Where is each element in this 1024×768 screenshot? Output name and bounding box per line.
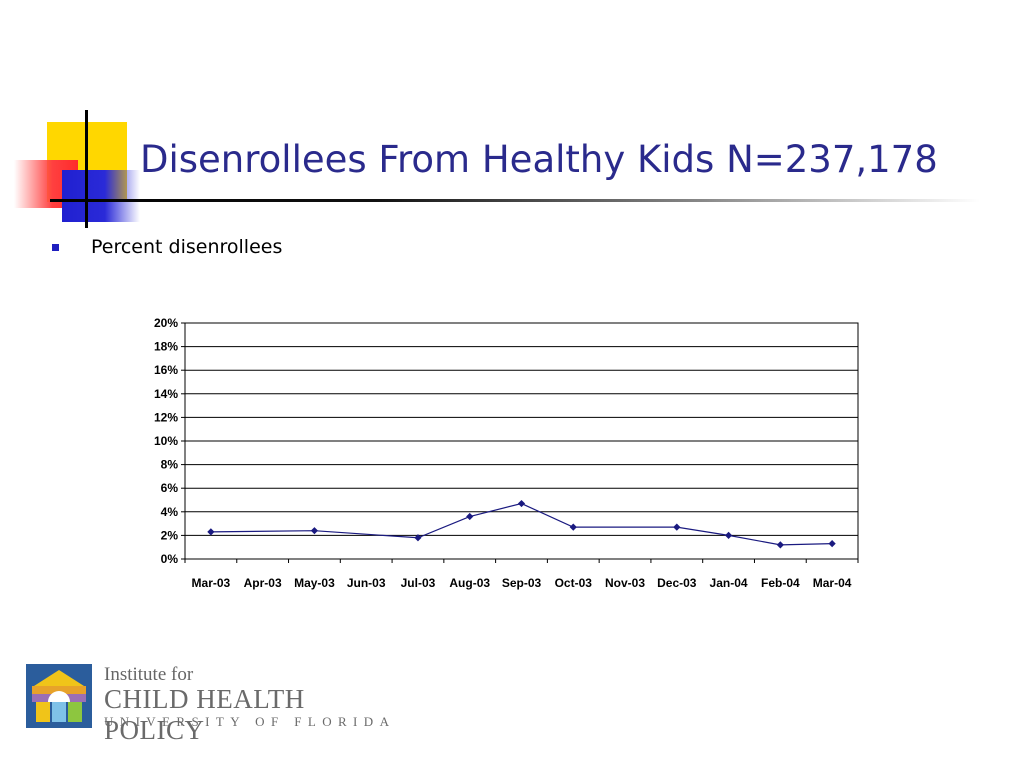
slide-title: Disenrollees From Healthy Kids N=237,178 [140,138,938,181]
y-tick-label: 10% [154,434,178,448]
data-point-marker [414,534,422,542]
y-tick-label: 18% [154,340,178,354]
bullet-text: Percent disenrollees [91,236,283,258]
x-tick-label: Aug-03 [449,576,490,590]
decor-vertical-line [85,110,88,228]
y-tick-label: 8% [161,458,179,472]
title-decoration [0,0,1024,240]
data-point-marker [673,523,681,531]
x-tick-label: Mar-04 [813,576,852,590]
logo-text-line1: Institute for [104,664,194,685]
logo-text-line2: CHILD HEALTH POLICY [104,684,305,745]
y-tick-label: 20% [154,316,178,330]
institute-logo: Institute for CHILD HEALTH POLICY UNIVER… [26,664,406,745]
bullet-item: Percent disenrollees [52,236,282,258]
x-tick-label: Oct-03 [555,576,593,590]
y-tick-label: 4% [161,505,179,519]
bullet-square-icon [52,243,59,251]
title-underline [50,199,980,202]
data-point-marker [569,523,577,531]
x-axis-ticks: Mar-03 Apr-03 May-03 Jun-03 Jul-03 Aug-03 Sep-… [184,559,859,590]
logo-text-line3: UNIVERSITY OF FLORIDA [104,714,396,729]
x-tick-label: Dec-03 [657,576,697,590]
y-axis-ticks: 0% 2% 4% 6% 8% 10% 12% 14% 16% 18% 20% [154,316,185,566]
y-tick-label: 6% [161,481,179,495]
x-tick-label: May-03 [294,576,335,590]
x-tick-label: Mar-03 [192,576,231,590]
x-tick-label: Jul-03 [401,576,436,590]
x-tick-label: Feb-04 [761,576,800,590]
y-tick-label: 14% [154,387,178,401]
decor-blue-square [62,170,140,222]
line-chart: 0% 2% 4% 6% 8% 10% 12% 14% 16% 18% 20% Mar-03 Apr-0… [154,316,859,590]
y-tick-label: 12% [154,410,178,424]
chart-gridlines [184,322,859,560]
x-tick-label: Nov-03 [605,576,645,590]
y-tick-label: 2% [161,528,179,542]
x-tick-label: Apr-03 [244,576,282,590]
schoolhouse-logo-icon [26,664,92,728]
x-tick-label: Sep-03 [502,576,542,590]
x-tick-label: Jun-03 [347,576,386,590]
series-line [210,502,833,546]
y-tick-label: 16% [154,363,178,377]
x-tick-label: Jan-04 [710,576,748,590]
y-tick-label: 0% [161,552,179,566]
